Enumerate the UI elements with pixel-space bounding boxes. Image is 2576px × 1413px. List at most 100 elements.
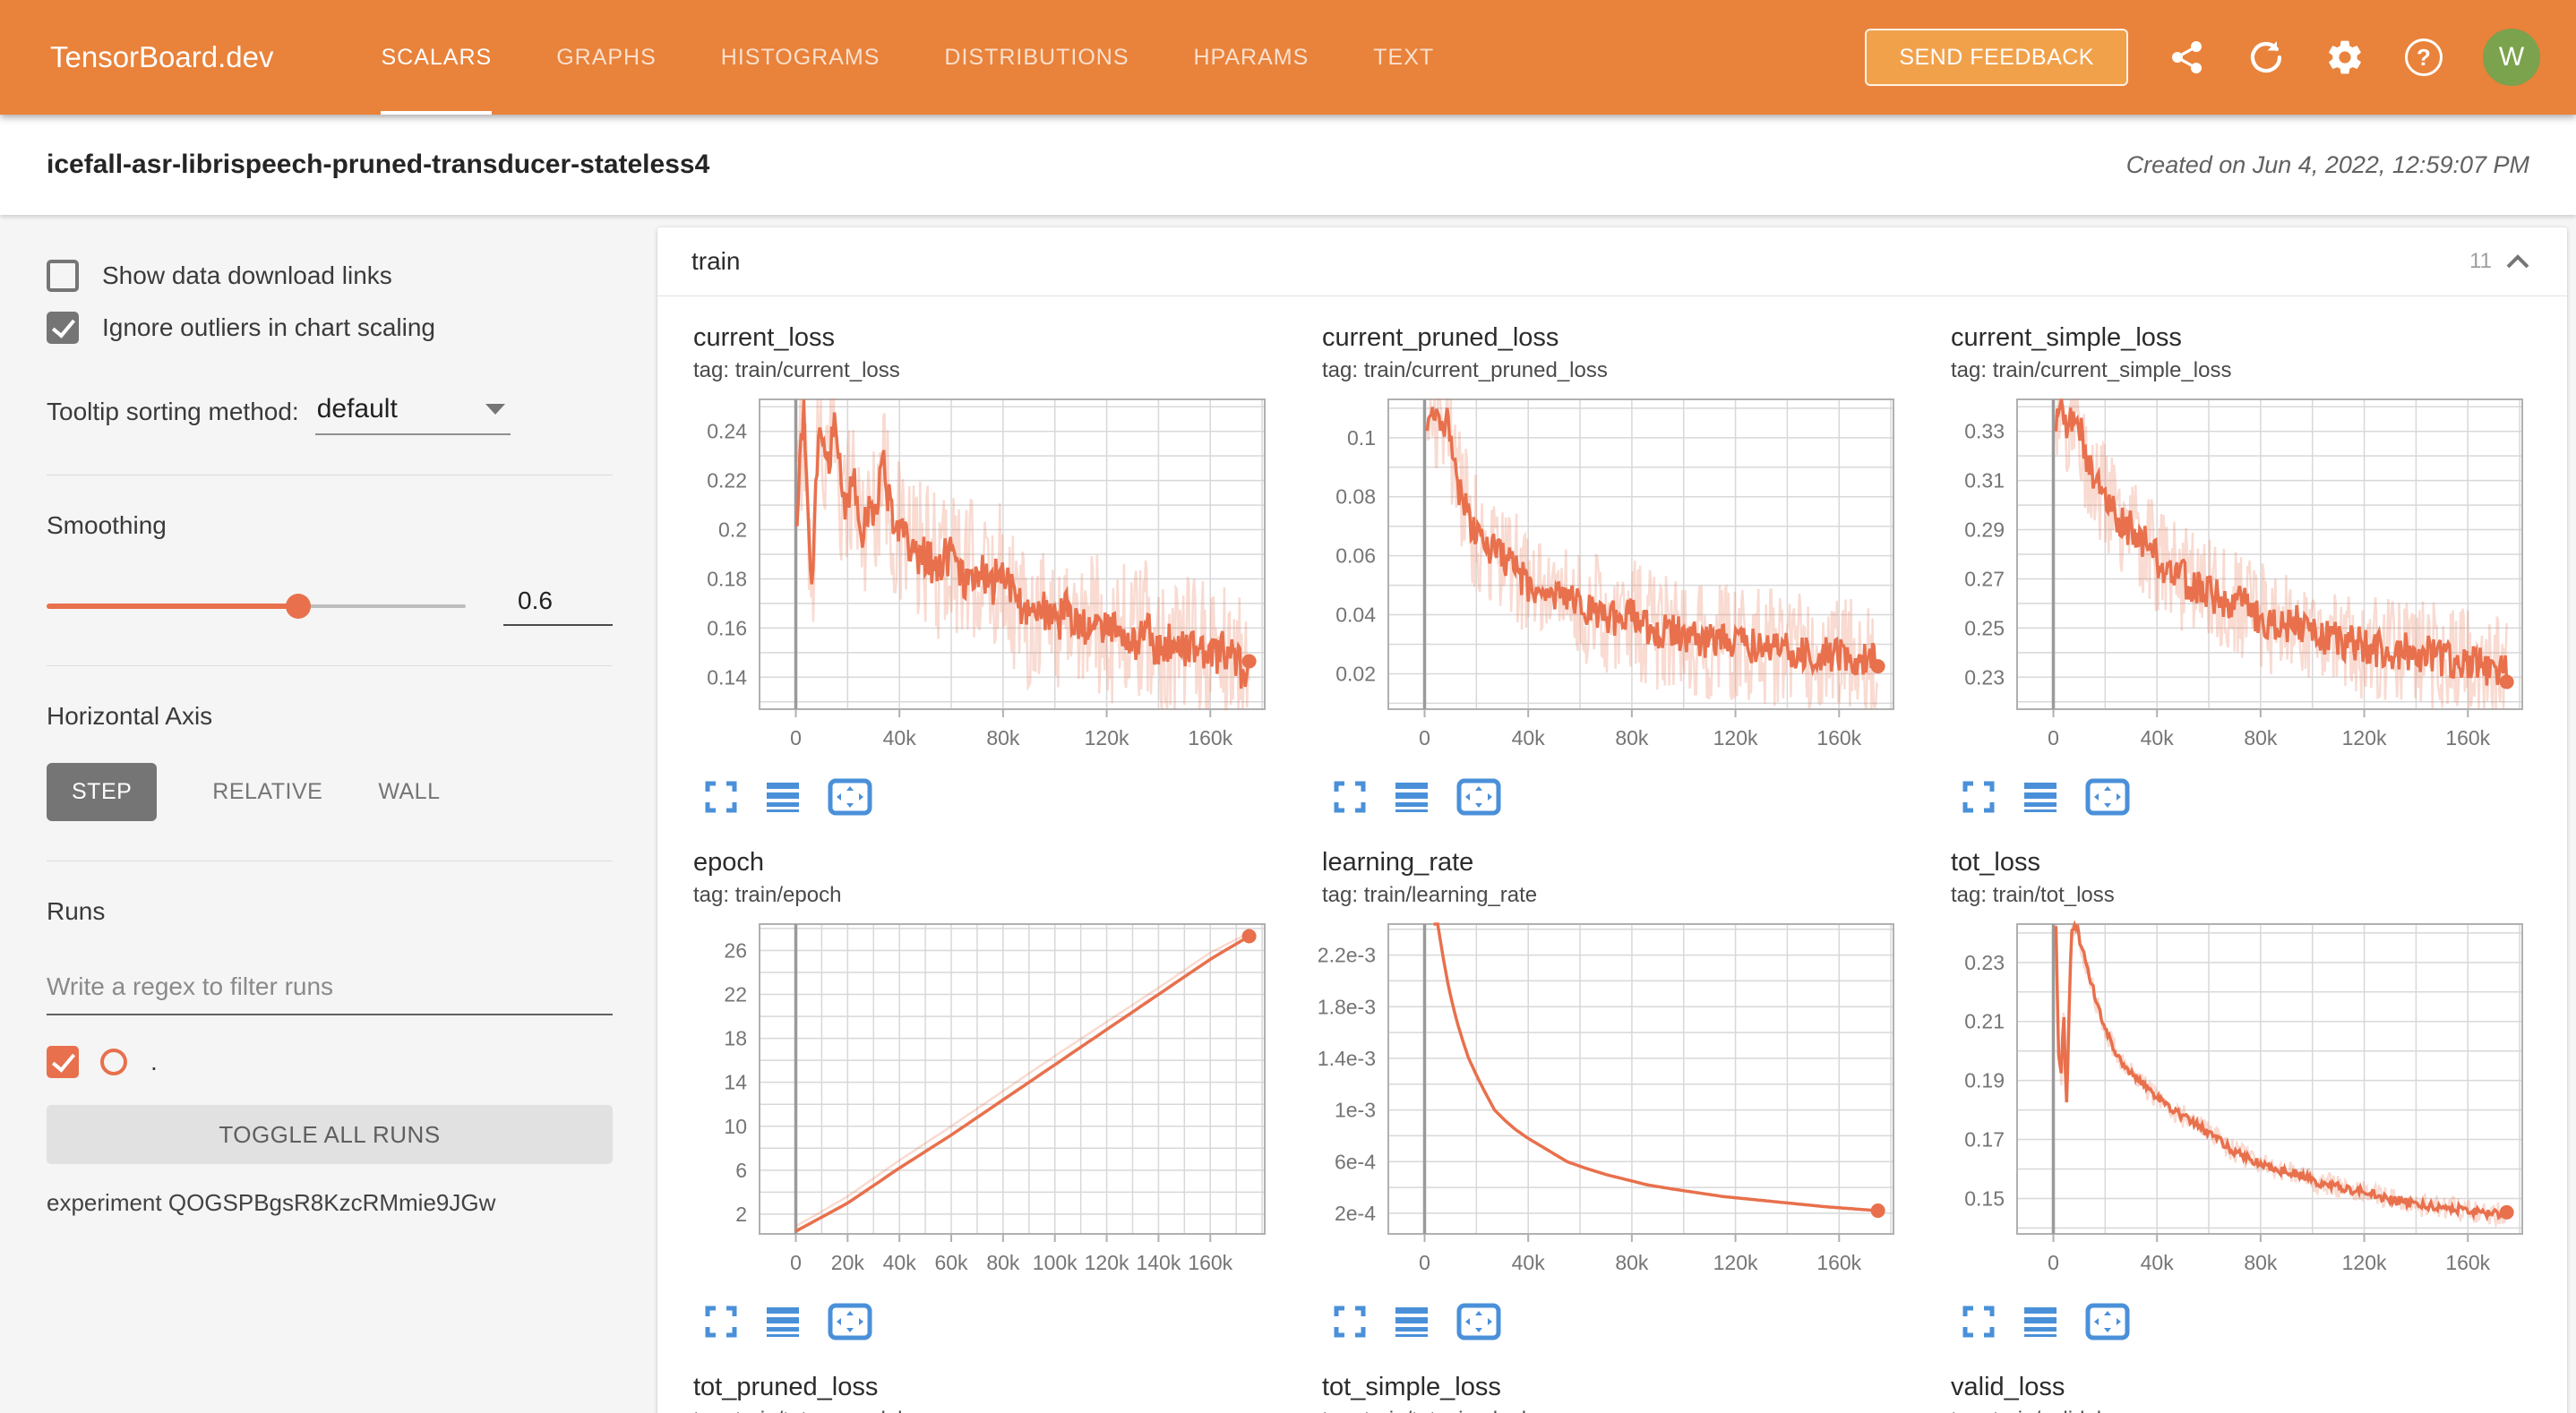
experiment-created-date: Created on Jun 4, 2022, 12:59:07 PM [2125,150,2529,178]
chart-toolbar [1962,1303,2558,1340]
charts-grid: current_loss tag: train/current_loss 0 40k 8… [657,296,2567,1413]
horizontal-axis-label: Horizontal Axis [47,702,213,730]
section-title: train [691,247,741,275]
svg-text:0.23: 0.23 [1964,665,2005,689]
chart-fullscreen-button[interactable] [1962,1305,1996,1339]
chart-expand-lines-button[interactable] [1394,780,1430,814]
tooltip-sorting-dropdown[interactable]: default [314,394,511,435]
chart-card-tot_loss: tot_loss tag: train/tot_loss 0 40k 80k 120k 16… [1929,848,2558,1340]
chart-fit-domain-button[interactable] [1456,1303,1501,1340]
chart-expand-lines-button[interactable] [2022,1305,2058,1339]
svg-text:0.31: 0.31 [1964,469,2005,492]
chart-toolbar [704,1303,1301,1340]
svg-text:0.18: 0.18 [707,567,747,590]
tab-histograms[interactable]: HISTOGRAMS [720,44,880,70]
svg-text:120k: 120k [1713,726,1758,749]
chart-plot-tot_loss[interactable]: 0 40k 80k 120k 160k 0.15 0.17 0.19 0.21 0.23 [1938,917,2531,1286]
share-icon[interactable] [2168,38,2207,77]
chart-fullscreen-button[interactable] [704,1305,738,1339]
svg-text:160k: 160k [1188,726,1232,749]
smoothing-value[interactable]: 0.6 [503,587,613,626]
svg-text:80k: 80k [1615,726,1649,749]
svg-text:6: 6 [735,1159,747,1182]
chart-card-tot_pruned_loss: tot_pruned_loss tag: train/tot_pruned_los… [672,1373,1301,1413]
chart-plot-current_pruned_loss[interactable]: 0 40k 80k 120k 160k 0.02 0.04 0.06 0.08 0.1 [1309,392,1902,761]
tab-graphs[interactable]: GRAPHS [556,44,657,70]
svg-text:40k: 40k [883,1251,917,1274]
chart-fullscreen-button[interactable] [704,780,738,814]
chevron-down-icon [485,404,505,415]
chart-plot-learning_rate[interactable]: 0 40k 80k 120k 160k 2e-4 6e-4 1e-3 1.4e-3 1.8e-3 2… [1309,917,1902,1286]
chart-fit-domain-button[interactable] [828,1303,872,1340]
chart-fullscreen-button[interactable] [1962,780,1996,814]
smoothing-slider[interactable] [47,594,466,619]
svg-text:0.27: 0.27 [1964,567,2005,590]
chart-toolbar [1962,778,2558,816]
avatar[interactable]: W [2483,29,2540,86]
svg-text:120k: 120k [1713,1251,1758,1274]
chart-expand-lines-button[interactable] [1394,1305,1430,1339]
svg-text:120k: 120k [1085,726,1129,749]
run-color-circle-icon[interactable] [100,1049,127,1075]
train-section-header[interactable]: train 11 [657,227,2567,295]
chart-plot-current_loss[interactable]: 0 40k 80k 120k 160k 0.14 0.16 0.18 0.2 0.22 0.24 [681,392,1274,761]
svg-text:0: 0 [1419,726,1430,749]
svg-text:0.2: 0.2 [718,518,747,542]
chart-plot-current_simple_loss[interactable]: 0 40k 80k 120k 160k 0.23 0.25 0.27 0.29 0.31 0.33 [1938,392,2531,761]
tooltip-sorting-label: Tooltip sorting method: [47,398,299,425]
chart-plot-epoch[interactable]: 0 20k 40k 60k 80k 100k 120k 140k 160k26101418222… [681,917,1274,1286]
tab-bar: SCALARS GRAPHS HISTOGRAMS DISTRIBUTIONS … [381,0,1434,115]
svg-text:0: 0 [2048,1251,2059,1274]
send-feedback-button[interactable]: SEND FEEDBACK [1865,29,2128,86]
svg-text:120k: 120k [1085,1251,1129,1274]
chart-fullscreen-button[interactable] [1333,780,1367,814]
svg-text:100k: 100k [1033,1251,1078,1274]
svg-text:0.29: 0.29 [1964,518,2005,542]
chart-title: epoch [693,848,765,877]
chart-fit-domain-button[interactable] [828,778,872,816]
checkbox-checked-icon[interactable] [47,312,79,344]
chevron-up-icon[interactable] [2506,254,2529,269]
tab-text[interactable]: TEXT [1373,44,1435,70]
tab-hparams[interactable]: HPARAMS [1193,44,1309,70]
checkbox-unchecked-icon[interactable] [47,260,79,292]
ignore-outliers-checkbox[interactable]: Ignore outliers in chart scaling [47,312,613,344]
svg-text:0.19: 0.19 [1964,1069,2005,1092]
app-bar: TensorBoard.dev SCALARS GRAPHS HISTOGRAM… [0,0,2576,115]
chart-fullscreen-button[interactable] [1333,1305,1367,1339]
chart-tag: tag: train/epoch [693,883,842,907]
experiment-id-text: experiment QOGSPBgsR8KzcRMmie9JGw [47,1189,496,1216]
tab-scalars[interactable]: SCALARS [381,0,493,115]
tab-distributions[interactable]: DISTRIBUTIONS [944,44,1129,70]
show-download-links-checkbox[interactable]: Show data download links [47,260,613,292]
chart-fit-domain-button[interactable] [1456,778,1501,816]
svg-text:40k: 40k [2141,1251,2175,1274]
axis-relative-button[interactable]: RELATIVE [212,779,323,804]
svg-text:80k: 80k [2244,1251,2278,1274]
svg-text:40k: 40k [1512,726,1546,749]
run-name: . [150,1048,158,1075]
svg-text:40k: 40k [1512,1251,1546,1274]
chart-expand-lines-button[interactable] [765,1305,801,1339]
svg-text:2: 2 [735,1203,747,1226]
refresh-icon[interactable] [2246,38,2286,77]
help-icon[interactable]: ? [2404,38,2443,77]
run-checkbox-checked-icon[interactable] [47,1046,79,1078]
chart-card-current_pruned_loss: current_pruned_loss tag: train/current_pr… [1301,323,1929,816]
svg-text:80k: 80k [2244,726,2278,749]
runs-filter-input[interactable] [47,967,613,1015]
chart-expand-lines-button[interactable] [2022,780,2058,814]
settings-icon[interactable] [2325,38,2365,77]
axis-wall-button[interactable]: WALL [378,779,441,804]
chart-fit-domain-button[interactable] [2085,778,2130,816]
axis-step-button[interactable]: STEP [47,763,158,821]
toggle-all-runs-button[interactable]: TOGGLE ALL RUNS [47,1105,613,1164]
svg-text:18: 18 [724,1027,747,1050]
chart-fit-domain-button[interactable] [2085,1303,2130,1340]
chart-card-current_simple_loss: current_simple_loss tag: train/current_si… [1929,323,2558,816]
chart-tag: tag: train/current_simple_loss [1951,358,2232,382]
svg-text:40k: 40k [2141,726,2175,749]
chart-expand-lines-button[interactable] [765,780,801,814]
svg-text:40k: 40k [883,726,917,749]
slider-thumb[interactable] [285,594,311,619]
